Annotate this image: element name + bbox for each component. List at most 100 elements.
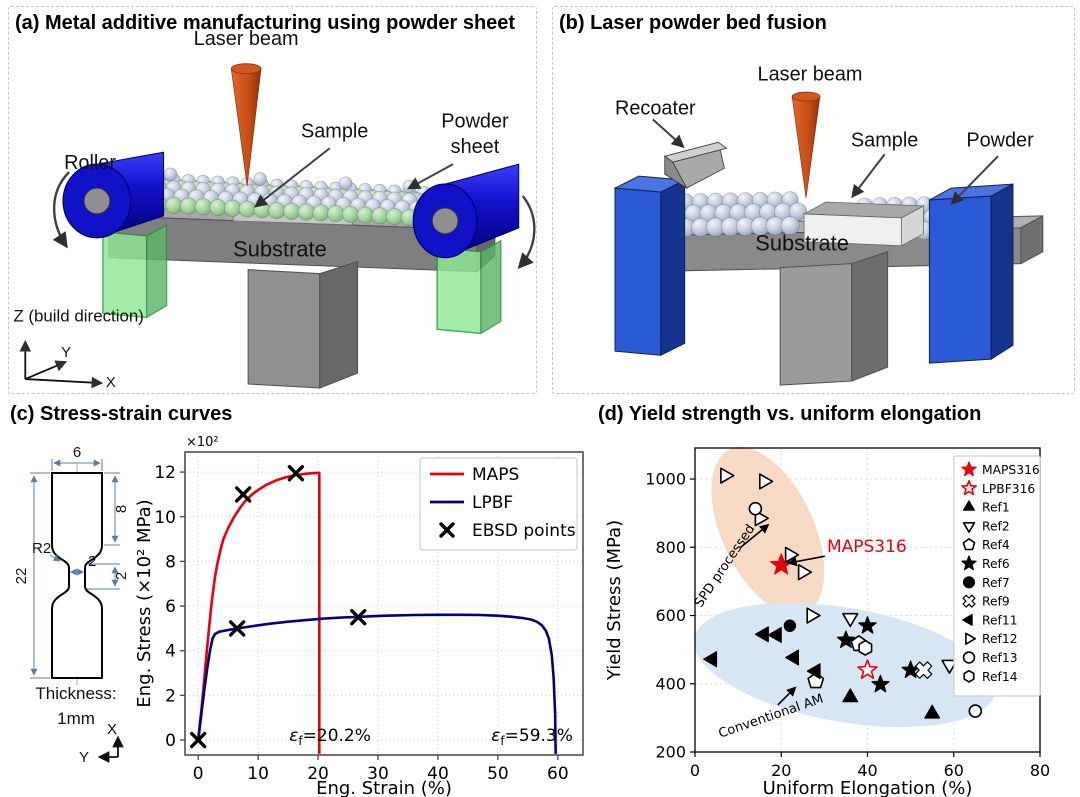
y-tick-label: 4 (165, 642, 176, 662)
powder-sphere (327, 205, 345, 223)
y-axis-title: Eng. Stress (×10² MPa) (134, 499, 155, 707)
x-axis-label: X (106, 374, 116, 391)
legend-label-ref9: Ref9 (982, 595, 1010, 609)
panel-c-title: (c) Stress-strain curves (10, 403, 233, 425)
powder-sphere (780, 216, 800, 236)
series-ref13 (748, 501, 983, 718)
pedestal (779, 251, 889, 386)
marker-circle (962, 651, 976, 664)
dim-neck-width: 2 (88, 553, 96, 570)
y-tick-label: 12 (154, 463, 176, 483)
dim-total-length: 22 (13, 568, 30, 585)
powder-sheet-arrow (407, 163, 454, 190)
sample-arrow (851, 153, 886, 199)
marker-triangle-down (962, 522, 976, 533)
legend: MAPS LPBF EBSD points (419, 457, 578, 551)
marker-circle (968, 704, 983, 718)
panel-b-title: (b) Laser powder bed fusion (559, 12, 827, 34)
y-tick-label: 400 (655, 674, 686, 693)
legend-label-lpbf: LPBF (472, 493, 513, 513)
powder-sphere (179, 197, 197, 215)
dim-neck-length: 2 (113, 572, 130, 580)
y-axis-arrow (24, 360, 68, 380)
marker-triangle-up (924, 704, 941, 719)
x-tick-label: 0 (193, 764, 204, 784)
powder-sphere (341, 205, 359, 223)
legend-label-ref11: Ref11 (982, 613, 1018, 627)
y-tick-label: 0 (165, 731, 176, 751)
marker-star (858, 616, 877, 634)
ebsd-markers (189, 465, 367, 749)
marker-xcross (914, 661, 933, 679)
powder-sphere (194, 198, 212, 216)
powder-sphere (165, 196, 183, 214)
powder-sphere (224, 199, 242, 217)
annotation-maps316: MAPS316 (827, 537, 907, 557)
panel-d-yield-vs-elongation: (d) Yield strength vs. uniform elongatio… (590, 400, 1080, 797)
x-tick-label: 80 (1030, 761, 1050, 780)
y-tick-label: 2 (165, 686, 176, 706)
laser-beam-label: Laser beam (758, 64, 863, 86)
panel-a-title: (a) Metal additive manufacturing using p… (15, 12, 516, 34)
series-lpbf316 (857, 659, 878, 680)
powder-sphere (297, 203, 315, 221)
legend-label-ref7: Ref7 (982, 576, 1010, 590)
series-ref9 (914, 661, 933, 679)
powder-sphere (253, 172, 267, 186)
roller-label: Roller (64, 152, 116, 174)
marker-star (857, 659, 878, 680)
marker-triangle-left (785, 649, 799, 666)
powder-sphere (268, 202, 286, 220)
x-tick-label: 60 (547, 764, 569, 784)
roller-rotation-arrow-left (52, 171, 70, 249)
legend-label-maps316: MAPS316 (982, 463, 1040, 477)
y-tick-label: 8 (165, 552, 176, 572)
powder-arrow (950, 155, 999, 205)
marker-star (961, 461, 977, 477)
dim-fillet-radius: R2 (32, 540, 51, 557)
powder-sphere (253, 201, 271, 219)
y-tick-label: 6 (165, 597, 176, 617)
sample-block (802, 201, 925, 247)
powder-sheet-label-2: sheet (451, 136, 500, 158)
recoater-blade (663, 141, 728, 190)
marker-triangle-left (703, 651, 718, 668)
marker-hexagon (858, 639, 873, 656)
marker-x (350, 609, 367, 626)
marker-pentagon (962, 538, 976, 551)
sample-arrow (254, 147, 331, 208)
y-axis-title: Yield Stress (MPa) (604, 520, 625, 681)
x-tick-label: 40 (427, 764, 449, 784)
marker-triangle-right (759, 473, 774, 490)
specimen-outline (51, 472, 103, 679)
marker-x (234, 486, 252, 503)
panel-d-title: (d) Yield strength vs. uniform elongatio… (598, 403, 982, 425)
series-ref11 (703, 626, 821, 680)
yield-elongation-chart: 0 20 40 60 80 200 400 600 800 1000 Uniform Elongat… (604, 447, 1050, 797)
marker-circle-filled (783, 619, 797, 632)
powder-sphere (371, 207, 389, 225)
legend-label-ref6: Ref6 (982, 557, 1010, 571)
marker-circle (748, 501, 763, 516)
marker-xcross (962, 594, 976, 608)
pedestal (247, 261, 359, 389)
powder-sphere (789, 202, 808, 221)
powder-sphere (312, 204, 330, 222)
recoater-arrow (652, 118, 685, 149)
legend-label-ref13: Ref13 (982, 651, 1018, 665)
marker-x (287, 465, 305, 482)
x-axis-arrow (25, 376, 104, 389)
series-ref2 (842, 612, 958, 675)
marker-triangle-left (754, 626, 769, 643)
x-tick-label: 10 (247, 764, 269, 784)
powder-sphere (338, 176, 353, 190)
thickness-value: 1mm (57, 709, 95, 728)
marker-triangle-right (720, 467, 735, 484)
support-leg-right (436, 239, 502, 335)
series-ref1 (842, 688, 941, 719)
roller-left (62, 151, 165, 239)
annotation-arrow (739, 523, 770, 549)
axis-offset-label: ×10² (186, 435, 219, 450)
support-leg-left (102, 223, 168, 319)
